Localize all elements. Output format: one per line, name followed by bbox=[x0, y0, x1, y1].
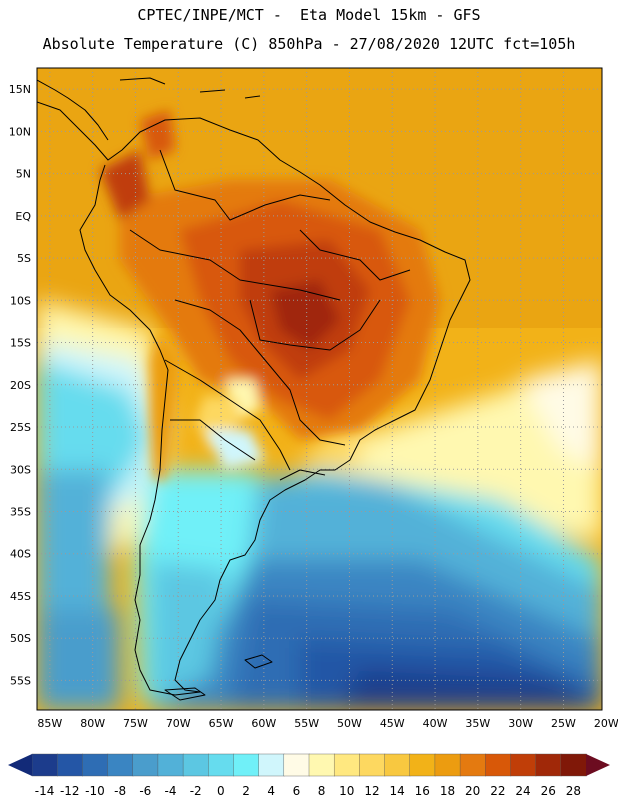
lat-tick-label: 10S bbox=[10, 294, 31, 307]
colorbar-cell bbox=[384, 753, 411, 777]
colorbar-label: 24 bbox=[515, 784, 530, 798]
lat-tick-label: 45S bbox=[10, 590, 31, 603]
colorbar-label: 22 bbox=[490, 784, 505, 798]
lat-tick-label: 55S bbox=[10, 674, 31, 687]
lat-tick-label: 15N bbox=[9, 83, 31, 96]
lat-tick-label: 30S bbox=[10, 463, 31, 476]
colorbar-over-triangle bbox=[586, 754, 610, 776]
colorbar-label: -14 bbox=[35, 784, 55, 798]
lon-tick-label: 65W bbox=[209, 717, 234, 730]
lon-tick-label: 30W bbox=[508, 717, 533, 730]
colorbar-cell bbox=[308, 753, 335, 777]
lon-tick-label: 55W bbox=[294, 717, 319, 730]
colorbar-cell bbox=[258, 753, 285, 777]
colorbar-label: 0 bbox=[217, 784, 225, 798]
colorbar-label: -2 bbox=[190, 784, 202, 798]
temperature-field bbox=[37, 68, 602, 710]
colorbar-cell bbox=[107, 753, 134, 777]
colorbar-label: -6 bbox=[139, 784, 151, 798]
map-frame bbox=[36, 67, 603, 711]
colorbar-cell bbox=[208, 753, 235, 777]
colorbar-label: 28 bbox=[566, 784, 581, 798]
colorbar-label: 4 bbox=[267, 784, 275, 798]
lat-tick-label: 20S bbox=[10, 379, 31, 392]
colorbar-cell bbox=[409, 753, 436, 777]
colorbar-cell bbox=[31, 753, 58, 777]
lat-tick-label: EQ bbox=[15, 210, 31, 223]
lon-tick-label: 80W bbox=[80, 717, 105, 730]
colorbar-label: 12 bbox=[364, 784, 379, 798]
colorbar-cell bbox=[485, 753, 512, 777]
colorbar-cell bbox=[510, 753, 537, 777]
colorbar-label: 8 bbox=[318, 784, 326, 798]
latitude-labels: 15N 10N 5N EQ 5S 10S 15S 20S 25S 30S 35S 40S 45S 50S 5… bbox=[9, 83, 32, 687]
colorbar-cell bbox=[157, 753, 184, 777]
colorbar-cell bbox=[132, 753, 159, 777]
colorbar-label: 6 bbox=[293, 784, 301, 798]
colorbar-label: 20 bbox=[465, 784, 480, 798]
lat-tick-label: 10N bbox=[9, 125, 31, 138]
colorbar-cell bbox=[333, 753, 361, 777]
lon-tick-label: 25W bbox=[551, 717, 576, 730]
colorbar: -14 -12 -10 -8 -6 -4 -2 0 2 4 6 8 10 12 14 16 18 20 22 24 26… bbox=[8, 753, 610, 798]
lat-tick-label: 25S bbox=[10, 421, 31, 434]
title-line-1: CPTEC/INPE/MCT - Eta Model 15km - GFS bbox=[137, 6, 481, 24]
lon-tick-label: 35W bbox=[465, 717, 490, 730]
colorbar-cell bbox=[560, 753, 587, 777]
colorbar-cell bbox=[283, 753, 310, 777]
colorbar-label: -8 bbox=[114, 784, 126, 798]
lon-tick-label: 70W bbox=[166, 717, 191, 730]
colorbar-label: 16 bbox=[415, 784, 430, 798]
lat-tick-label: 5N bbox=[16, 168, 31, 181]
colorbar-cell bbox=[434, 753, 461, 777]
colorbar-label: 18 bbox=[440, 784, 455, 798]
lat-tick-label: 50S bbox=[10, 632, 31, 645]
colorbar-cell bbox=[233, 753, 260, 777]
colorbar-label: 14 bbox=[389, 784, 404, 798]
lon-tick-label: 40W bbox=[423, 717, 448, 730]
colorbar-cell bbox=[82, 753, 109, 777]
lon-tick-label: 50W bbox=[337, 717, 362, 730]
colorbar-cell bbox=[535, 753, 562, 777]
lon-tick-label: 75W bbox=[123, 717, 148, 730]
coastlines-and-borders bbox=[37, 77, 471, 701]
lon-tick-label: 20W bbox=[594, 717, 618, 730]
colorbar-cells bbox=[31, 753, 587, 777]
lon-tick-label: 60W bbox=[251, 717, 276, 730]
colorbar-label: 10 bbox=[339, 784, 354, 798]
temperature-map: 15N 10N 5N EQ 5S 10S 15S 20S 25S 30S 35S 40S 45S 50S 5… bbox=[9, 67, 618, 730]
colorbar-labels: -14 -12 -10 -8 -6 -4 -2 0 2 4 6 8 10 12 14 16 18 20 22 24 26… bbox=[35, 784, 581, 798]
lat-tick-label: 40S bbox=[10, 548, 31, 561]
colorbar-label: -4 bbox=[165, 784, 177, 798]
lat-tick-label: 5S bbox=[17, 252, 31, 265]
colorbar-label: -12 bbox=[60, 784, 80, 798]
colorbar-cell bbox=[459, 753, 486, 777]
lon-tick-label: 45W bbox=[380, 717, 405, 730]
colorbar-label: -10 bbox=[85, 784, 105, 798]
lon-tick-label: 85W bbox=[37, 717, 62, 730]
lat-tick-label: 35S bbox=[10, 505, 31, 518]
colorbar-cell bbox=[56, 753, 84, 777]
colorbar-cell bbox=[182, 753, 209, 777]
lat-tick-label: 15S bbox=[10, 337, 31, 350]
colorbar-label: 26 bbox=[541, 784, 556, 798]
colorbar-under-triangle bbox=[8, 754, 32, 776]
colorbar-cell bbox=[359, 753, 386, 777]
longitude-labels: 85W 80W 75W 70W 65W 60W 55W 50W 45W 40W 35W 30W 25W 2… bbox=[37, 717, 618, 730]
title-line-2: Absolute Temperature (C) 850hPa - 27/08/… bbox=[42, 35, 576, 53]
colorbar-label: 2 bbox=[242, 784, 250, 798]
